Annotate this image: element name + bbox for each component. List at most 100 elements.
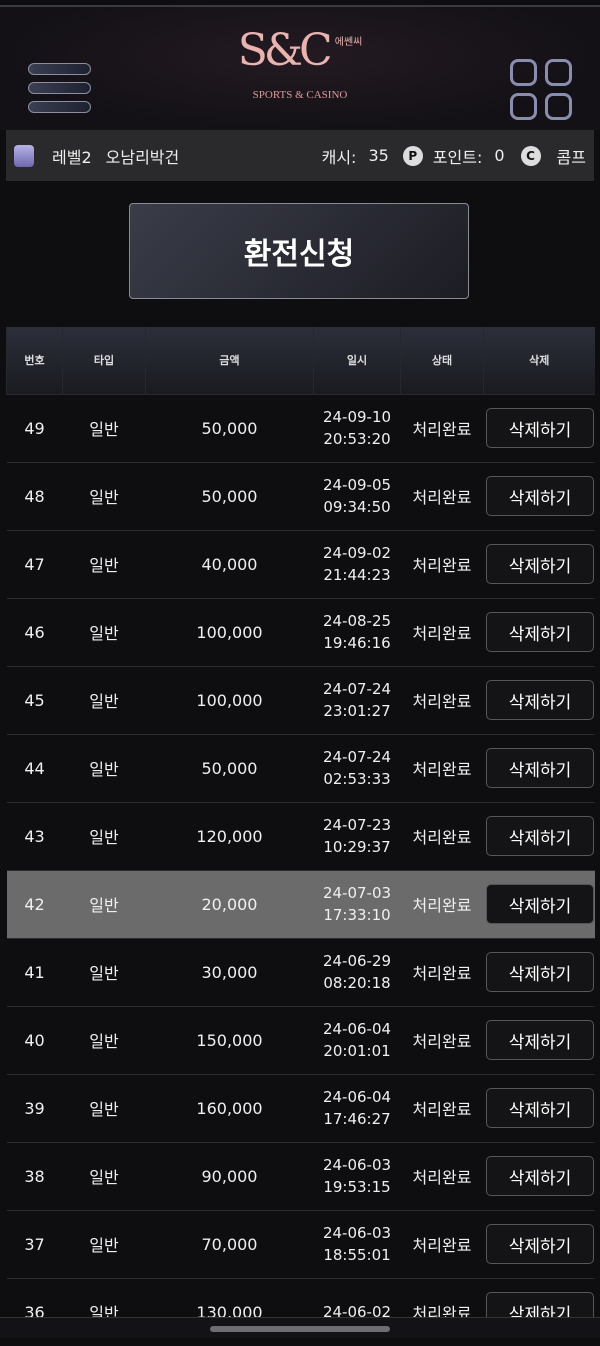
delete-button[interactable]: 삭제하기 [486, 952, 594, 992]
row-type: 일반 [62, 1209, 146, 1278]
row-datetime: 24-07-24 23:01:27 [313, 665, 401, 734]
row-delete-cell: 삭제하기 [483, 869, 595, 938]
row-date: 24-09-10 [322, 408, 392, 426]
row-delete-cell: 삭제하기 [483, 393, 595, 462]
row-status: 처리완료 [400, 1141, 484, 1210]
row-date: 24-07-03 [322, 884, 392, 902]
row-number: 46 [6, 597, 63, 666]
table-row[interactable]: 45 일반 100,000 24-07-24 23:01:27 처리완료 삭제하기 [6, 665, 595, 734]
row-time: 19:46:16 [323, 634, 391, 652]
row-date: 24-06-04 [322, 1020, 392, 1038]
delete-button[interactable]: 삭제하기 [486, 612, 594, 652]
row-amount: 160,000 [145, 1073, 314, 1142]
table-row[interactable]: 49 일반 50,000 24-09-10 20:53:20 처리완료 삭제하기 [6, 393, 595, 462]
row-status: 처리완료 [400, 1209, 484, 1278]
delete-button[interactable]: 삭제하기 [486, 1156, 594, 1196]
row-status: 처리완료 [400, 869, 484, 938]
bottom-nav-area [0, 1317, 600, 1338]
row-date: 24-07-24 [322, 748, 392, 766]
logo-subtitle: SPORTS & CASINO [252, 89, 348, 101]
point-icon: P [402, 145, 423, 166]
exchange-request-button[interactable]: 환전신청 [129, 203, 469, 299]
row-time: 08:20:18 [323, 974, 391, 992]
table-row[interactable]: 41 일반 30,000 24-06-29 08:20:18 처리완료 삭제하기 [6, 937, 595, 1006]
row-amount: 50,000 [145, 733, 314, 802]
row-datetime: 24-08-25 19:46:16 [313, 597, 401, 666]
delete-button[interactable]: 삭제하기 [486, 884, 594, 924]
table-row[interactable]: 39 일반 160,000 24-06-04 17:46:27 처리완료 삭제하기 [6, 1073, 595, 1142]
table-row[interactable]: 44 일반 50,000 24-07-24 02:53:33 처리완료 삭제하기 [6, 733, 595, 802]
table-row[interactable]: 46 일반 100,000 24-08-25 19:46:16 처리완료 삭제하기 [6, 597, 595, 666]
row-amount: 50,000 [145, 393, 314, 462]
row-time: 17:46:27 [323, 1110, 391, 1128]
row-type: 일반 [62, 1005, 146, 1074]
row-date: 24-06-02 [322, 1303, 392, 1322]
row-datetime: 24-09-10 20:53:20 [313, 393, 401, 462]
row-type: 일반 [62, 1141, 146, 1210]
row-datetime: 24-06-29 08:20:18 [313, 937, 401, 1006]
row-amount: 70,000 [145, 1209, 314, 1278]
grid-menu-icon[interactable] [510, 59, 574, 121]
delete-button[interactable]: 삭제하기 [486, 748, 594, 788]
row-delete-cell: 삭제하기 [483, 937, 595, 1006]
row-date: 24-07-23 [322, 816, 392, 834]
row-datetime: 24-06-04 17:46:27 [313, 1073, 401, 1142]
row-type: 일반 [62, 393, 146, 462]
row-amount: 40,000 [145, 529, 314, 598]
row-datetime: 24-06-03 18:55:01 [313, 1209, 401, 1278]
delete-button[interactable]: 삭제하기 [486, 1224, 594, 1264]
row-delete-cell: 삭제하기 [483, 801, 595, 870]
row-time: 20:53:20 [323, 430, 391, 448]
table-row[interactable]: 42 일반 20,000 24-07-03 17:33:10 처리완료 삭제하기 [6, 869, 595, 938]
row-datetime: 24-09-02 21:44:23 [313, 529, 401, 598]
delete-button[interactable]: 삭제하기 [486, 680, 594, 720]
row-date: 24-07-24 [322, 680, 392, 698]
row-delete-cell: 삭제하기 [483, 1141, 595, 1210]
row-delete-cell: 삭제하기 [483, 597, 595, 666]
row-datetime: 24-07-23 10:29:37 [313, 801, 401, 870]
row-type: 일반 [62, 665, 146, 734]
delete-button[interactable]: 삭제하기 [486, 544, 594, 584]
row-type: 일반 [62, 461, 146, 530]
table-row[interactable]: 37 일반 70,000 24-06-03 18:55:01 처리완료 삭제하기 [6, 1209, 595, 1278]
delete-button[interactable]: 삭제하기 [486, 408, 594, 448]
row-status: 처리완료 [400, 733, 484, 802]
user-level: 레벨2 [52, 147, 92, 167]
logo[interactable]: S&C 에쎈씨 SPORTS & CASINO [220, 27, 380, 102]
row-number: 48 [6, 461, 63, 530]
row-time: 18:55:01 [323, 1246, 391, 1264]
row-status: 처리완료 [400, 801, 484, 870]
row-date: 24-06-04 [322, 1088, 392, 1106]
row-delete-cell: 삭제하기 [483, 733, 595, 802]
row-number: 42 [6, 869, 63, 938]
row-number: 44 [6, 733, 63, 802]
table-row[interactable]: 48 일반 50,000 24-09-05 09:34:50 처리완료 삭제하기 [6, 461, 595, 530]
column-header: 번호 [6, 327, 63, 394]
delete-button[interactable]: 삭제하기 [486, 1020, 594, 1060]
row-datetime: 24-07-03 17:33:10 [313, 869, 401, 938]
home-indicator[interactable] [210, 1326, 390, 1332]
row-number: 39 [6, 1073, 63, 1142]
table-row[interactable]: 47 일반 40,000 24-09-02 21:44:23 처리완료 삭제하기 [6, 529, 595, 598]
row-type: 일반 [62, 529, 146, 598]
row-type: 일반 [62, 869, 146, 938]
row-status: 처리완료 [400, 597, 484, 666]
table-row[interactable]: 43 일반 120,000 24-07-23 10:29:37 처리완료 삭제하기 [6, 801, 595, 870]
delete-button[interactable]: 삭제하기 [486, 816, 594, 856]
column-header: 상태 [400, 327, 484, 394]
row-status: 처리완료 [400, 665, 484, 734]
exchange-history-table: 번호 타입 금액 일시 상태 삭제 49 일반 50,000 24-09-10 20:53:… [6, 327, 595, 1346]
table-row[interactable]: 38 일반 90,000 24-06-03 19:53:15 처리완료 삭제하기 [6, 1141, 595, 1210]
row-number: 47 [6, 529, 63, 598]
row-status: 처리완료 [400, 1005, 484, 1074]
hamburger-menu-icon[interactable] [28, 63, 91, 120]
row-time: 19:53:15 [323, 1178, 391, 1196]
user-name: 오남리박건 [105, 147, 180, 167]
row-delete-cell: 삭제하기 [483, 1073, 595, 1142]
delete-button[interactable]: 삭제하기 [486, 1088, 594, 1128]
row-date: 24-09-02 [322, 544, 392, 562]
delete-button[interactable]: 삭제하기 [486, 476, 594, 516]
comp-label[interactable]: 콤프 [556, 147, 586, 167]
table-row[interactable]: 40 일반 150,000 24-06-04 20:01:01 처리완료 삭제하기 [6, 1005, 595, 1074]
row-delete-cell: 삭제하기 [483, 665, 595, 734]
